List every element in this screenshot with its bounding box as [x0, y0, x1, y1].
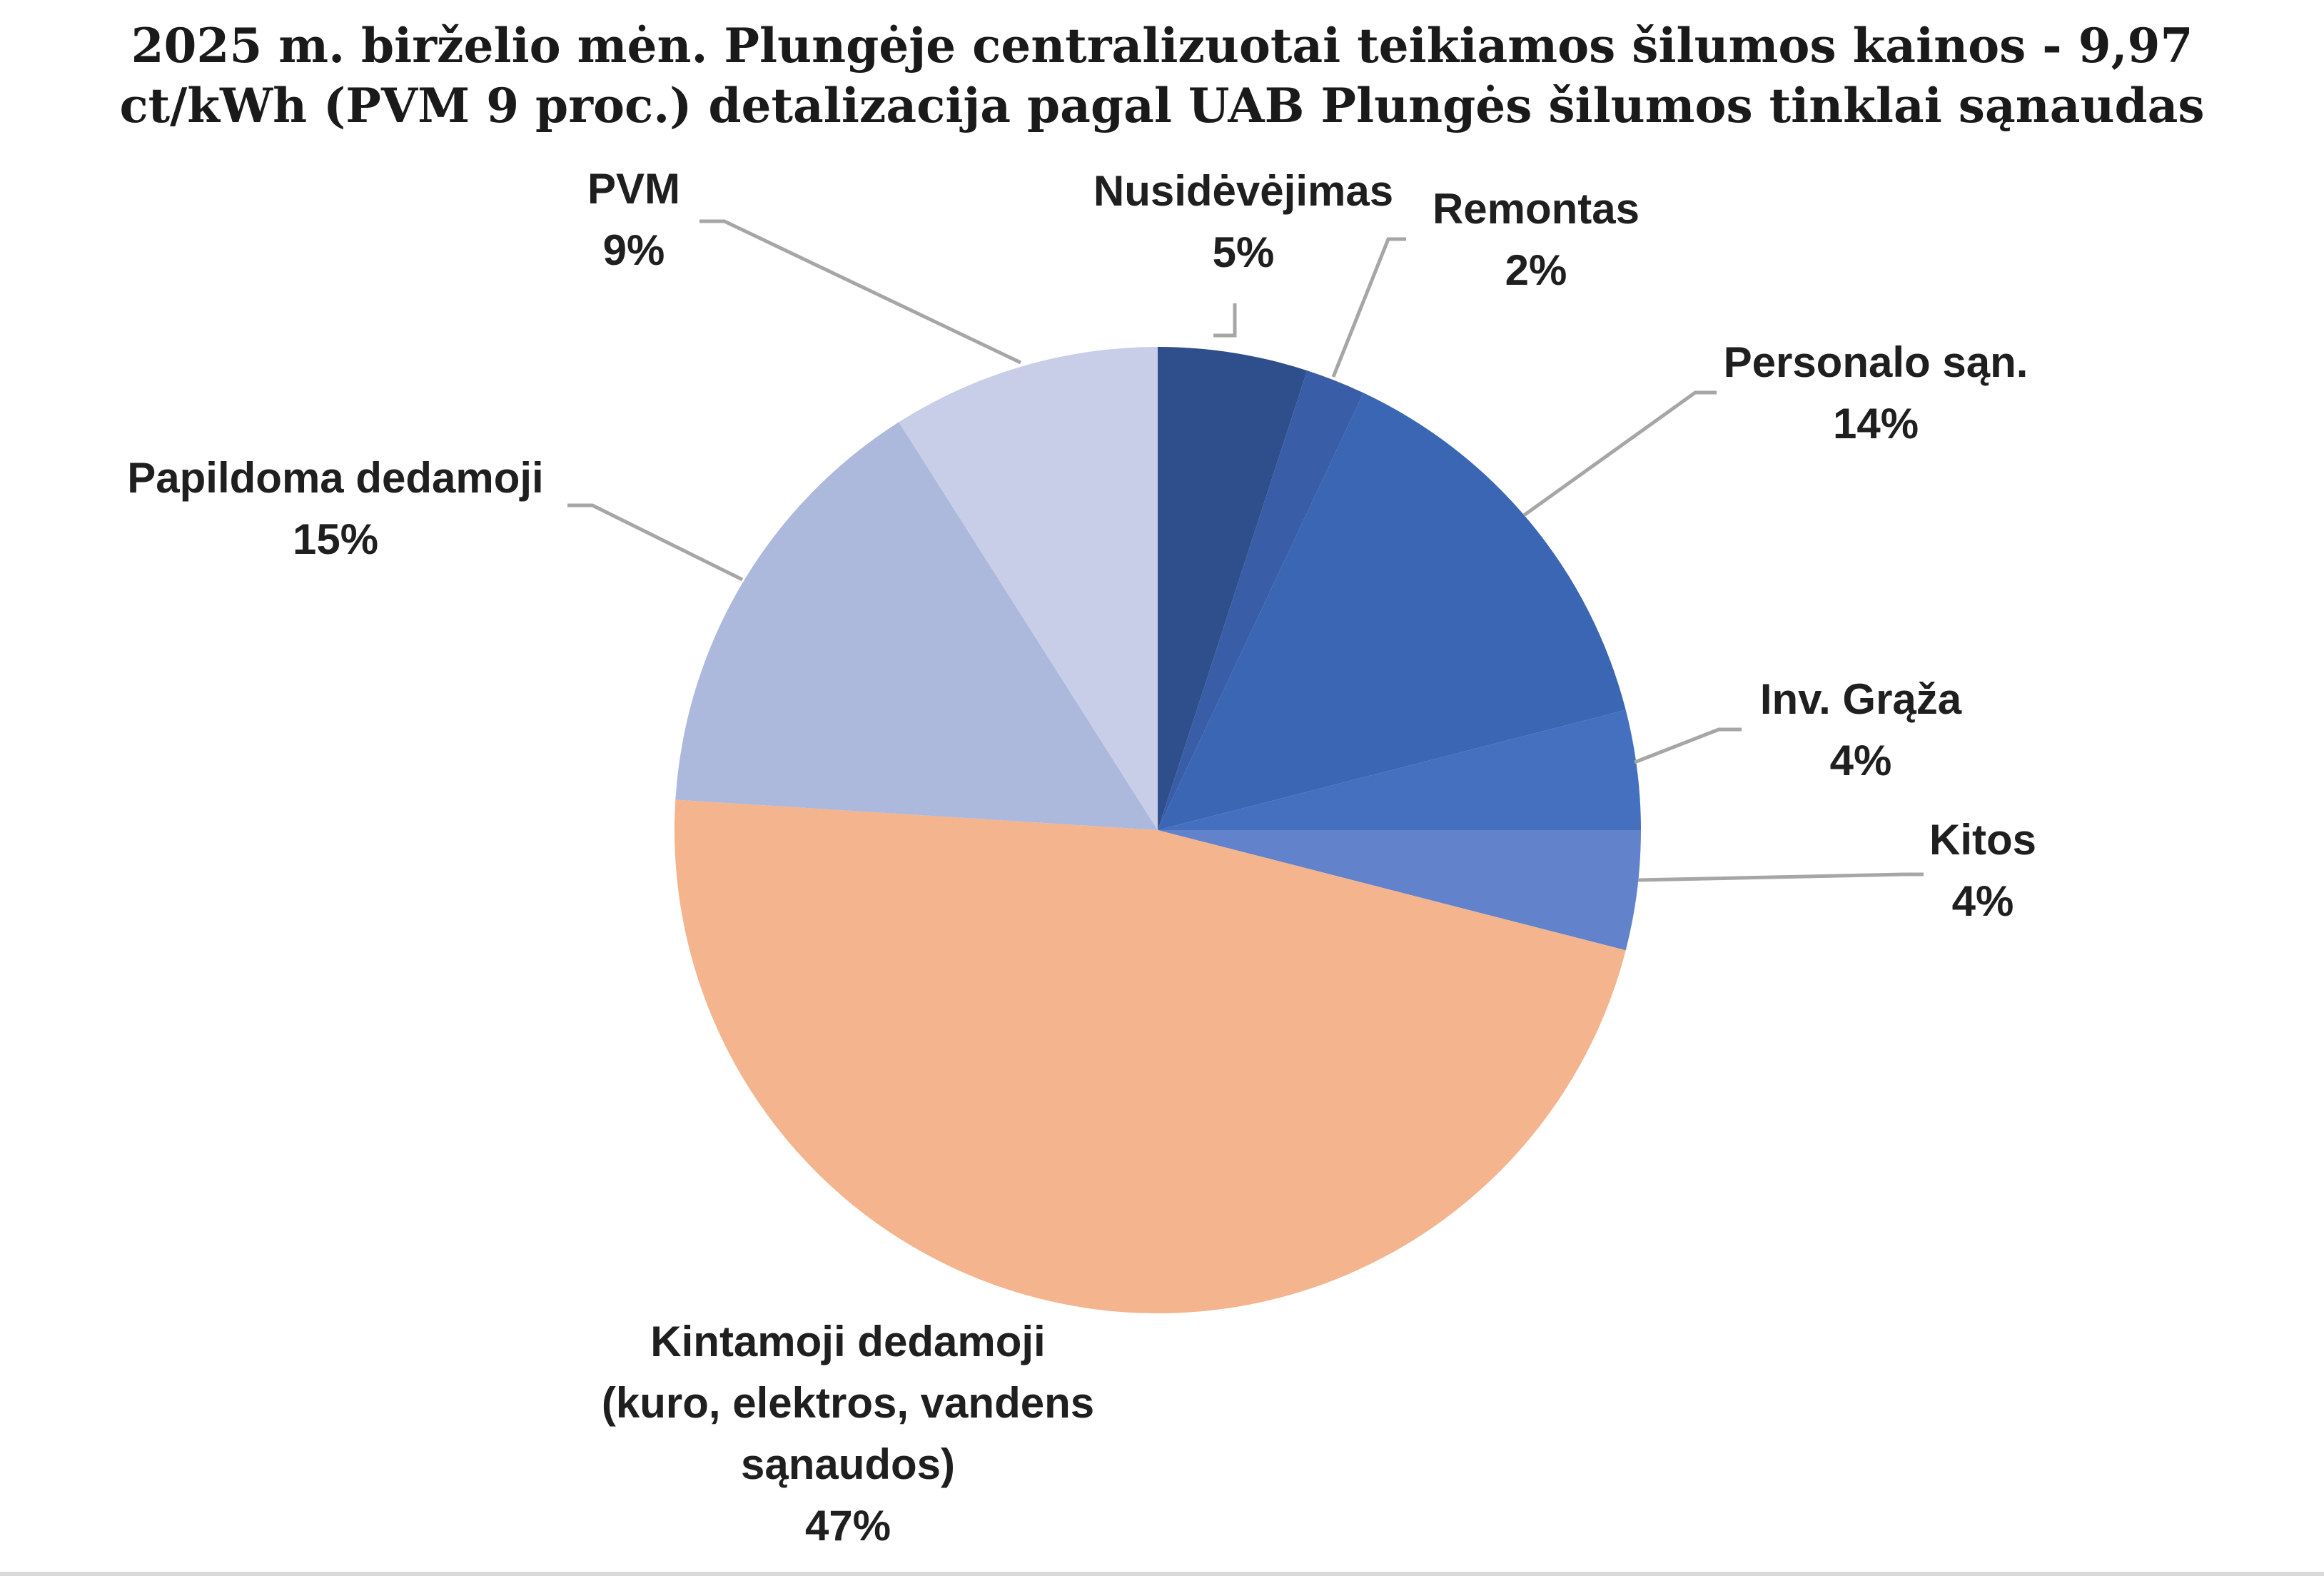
slice-value-inv-graza: 4% — [1830, 737, 1892, 784]
chart-title-line-2: ct/kWh (PVM 9 proc.) detalizacija pagal … — [119, 78, 2205, 133]
slice-label-kitos: Kitos 4% — [1929, 816, 2036, 925]
slice-category-kintamoji-dedamoji: (kuro, elektros, vandens — [602, 1379, 1094, 1427]
slice-label-papildoma-dedamoji: Papildoma dedamoji 15% — [127, 454, 543, 563]
slice-category-kitos: Kitos — [1929, 816, 2036, 864]
slice-value-papildoma-dedamoji: 15% — [293, 515, 378, 563]
leader-line-personalo-san — [1522, 390, 1717, 517]
slice-label-remontas: Remontas 2% — [1433, 185, 1640, 294]
pie-slice-remontas — [1158, 370, 1364, 830]
slice-label-nusidevejimas: Nusidėvėjimas 5% — [1093, 167, 1393, 276]
slice-category-nusidevejimas: Nusidėvėjimas — [1093, 167, 1393, 215]
pie-slice-inv-graza — [1158, 709, 1641, 830]
slice-value-kintamoji-dedamoji: 47% — [805, 1502, 891, 1550]
chart-title-line-1: 2025 m. birželio mėn. Plungėje centraliz… — [131, 18, 2193, 74]
slice-category-kintamoji-dedamoji: sąnaudos) — [741, 1440, 955, 1488]
slice-labels: Nusidėvėjimas 5% Remontas 2% Personalo sąn. 1… — [127, 165, 2036, 1550]
pie-slice-kintamoji-dedamoji — [675, 799, 1626, 1313]
leader-line-pvm — [699, 219, 1022, 365]
slice-category-kintamoji-dedamoji: Kintamoji dedamoji — [650, 1318, 1045, 1365]
leader-line-kitos — [1637, 872, 1924, 882]
leader-line-inv-graza — [1634, 727, 1742, 764]
chart-title: 2025 m. birželio mėn. Plungėje centraliz… — [0, 16, 2324, 136]
slice-value-personalo-san: 14% — [1833, 400, 1919, 448]
slice-category-remontas: Remontas — [1433, 185, 1640, 233]
leader-line-papildoma-dedamoji — [567, 503, 744, 582]
leader-lines — [567, 219, 1924, 882]
slice-value-kitos: 4% — [1952, 877, 2014, 925]
slice-label-personalo-san: Personalo sąn. 14% — [1724, 338, 2029, 448]
slice-label-kintamoji-dedamoji: Kintamoji dedamoji (kuro, elektros, vande… — [602, 1318, 1094, 1550]
slice-value-remontas: 2% — [1505, 246, 1567, 294]
bottom-divider — [0, 1572, 2324, 1576]
slice-category-pvm: PVM — [587, 165, 680, 213]
slice-value-nusidevejimas: 5% — [1213, 228, 1275, 276]
slice-category-inv-graza: Inv. Grąža — [1760, 675, 1962, 723]
leader-line-nusidevejimas — [1213, 303, 1237, 338]
slice-label-pvm: PVM 9% — [587, 165, 680, 274]
slice-value-pvm: 9% — [603, 226, 665, 274]
slice-category-personalo-san: Personalo sąn. — [1724, 338, 2029, 386]
pie-slice-pvm — [899, 347, 1158, 830]
slice-label-inv-graza: Inv. Grąža 4% — [1760, 675, 1962, 784]
pie-slice-papildoma-dedamoji — [675, 422, 1158, 830]
pie-slice-kitos — [1158, 830, 1641, 951]
leader-line-remontas — [1331, 237, 1406, 378]
slice-category-papildoma-dedamoji: Papildoma dedamoji — [127, 454, 543, 502]
pie-slice-personalo-san — [1158, 393, 1626, 830]
pie-slices — [675, 347, 1641, 1313]
pie-slice-nusidevejimas — [1158, 347, 1308, 830]
